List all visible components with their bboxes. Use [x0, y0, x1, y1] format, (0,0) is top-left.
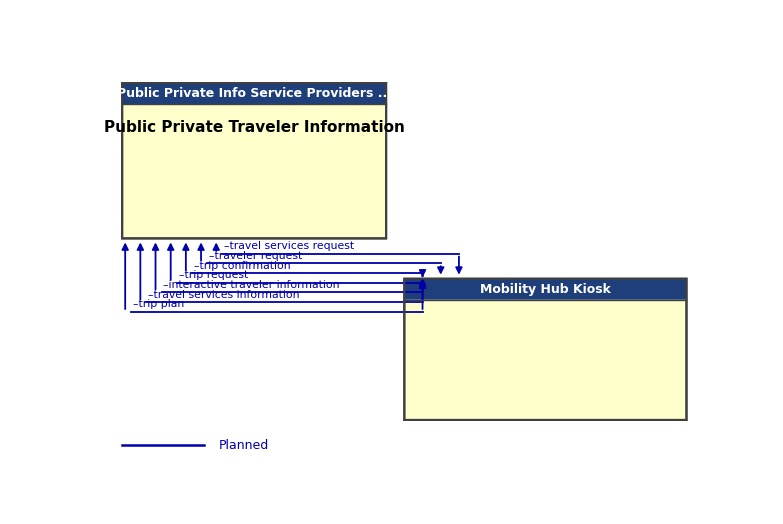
Text: Public Private Info Service Providers ...: Public Private Info Service Providers ..… [117, 87, 392, 100]
FancyBboxPatch shape [122, 83, 386, 104]
Text: Planned: Planned [219, 439, 269, 452]
Text: Mobility Hub Kiosk: Mobility Hub Kiosk [480, 283, 611, 296]
FancyBboxPatch shape [404, 279, 687, 300]
FancyBboxPatch shape [122, 83, 386, 238]
Text: –interactive traveler information: –interactive traveler information [164, 280, 340, 290]
FancyBboxPatch shape [404, 279, 687, 420]
Text: –travel services request: –travel services request [224, 242, 354, 252]
Text: Public Private Traveler Information: Public Private Traveler Information [103, 120, 405, 135]
Text: –trip request: –trip request [179, 270, 248, 280]
Text: –trip confirmation: –trip confirmation [193, 260, 290, 271]
Text: –traveler request: –traveler request [209, 251, 302, 261]
Text: –travel services information: –travel services information [148, 290, 300, 300]
Text: –trip plan: –trip plan [133, 299, 184, 309]
